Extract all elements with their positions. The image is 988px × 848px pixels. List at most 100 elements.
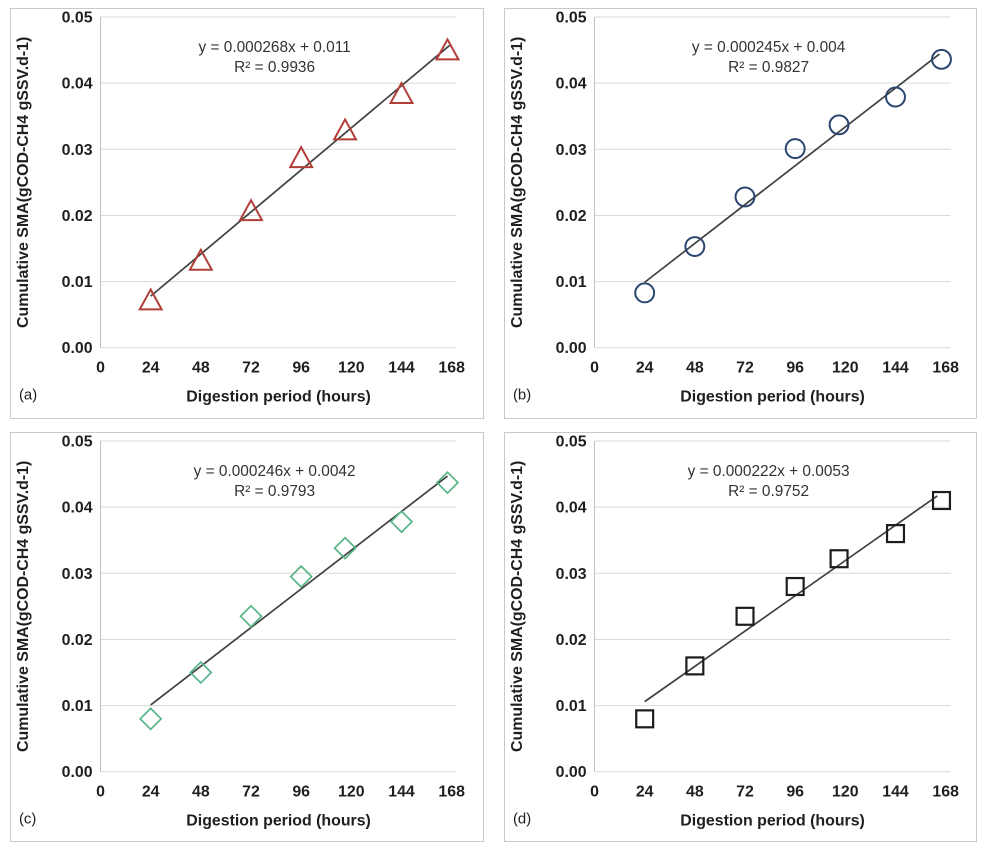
y-axis-title: Cumulative SMA(gCOD-CH4 gSSV.d-1): [15, 460, 32, 751]
y-tick-label: 0.04: [62, 499, 93, 516]
y-tick-label: 0.03: [62, 565, 93, 582]
y-axis-title: Cumulative SMA(gCOD-CH4 gSSV.d-1): [508, 460, 525, 751]
y-tick-label: 0.03: [555, 565, 586, 582]
data-point-marker: [289, 564, 313, 588]
x-tick-label: 24: [142, 360, 160, 377]
x-tick-label: 24: [142, 783, 160, 800]
equation-label: y = 0.000246x + 0.0042: [194, 462, 356, 479]
y-tick-label: 0.00: [62, 764, 93, 781]
x-tick-label: 168: [932, 360, 959, 377]
y-tick-label: 0.05: [62, 433, 93, 450]
x-tick-label: 72: [736, 360, 754, 377]
data-point-marker: [188, 247, 214, 271]
data-point-marker: [633, 282, 655, 304]
x-axis-title: Digestion period (hours): [680, 812, 865, 829]
data-point-marker: [884, 86, 906, 108]
data-point-marker: [734, 606, 755, 626]
r-squared-label: R² = 0.9827: [728, 59, 809, 76]
data-point-marker: [683, 236, 705, 257]
panel-b: 0.00 0.01 0.02 0.03 0.04 0.05 0 24 48 72 96 120 144 1…: [503, 8, 977, 419]
x-tick-label: 0: [590, 360, 599, 377]
data-point-marker: [238, 198, 264, 222]
x-axis-title: Digestion period (hours): [680, 389, 865, 406]
x-tick-label: 96: [292, 360, 310, 377]
x-tick-label: 144: [882, 360, 909, 377]
x-tick-label: 120: [832, 783, 859, 800]
x-tick-label: 72: [736, 783, 754, 800]
y-tick-label: 0.04: [62, 76, 93, 93]
x-tick-label: 48: [686, 360, 704, 377]
y-tick-label: 0.01: [62, 274, 93, 291]
equation-label: y = 0.000268x + 0.011: [198, 39, 350, 56]
data-point-marker: [829, 548, 849, 568]
trendline: [643, 494, 938, 702]
x-tick-label: 120: [338, 360, 365, 377]
data-point-marker: [138, 287, 164, 311]
panel-letter-label: (d): [512, 810, 530, 827]
x-tick-label: 48: [686, 783, 704, 800]
data-point-marker: [388, 81, 415, 105]
y-tick-label: 0.05: [62, 9, 93, 26]
data-point-marker: [333, 535, 357, 560]
x-tick-label: 168: [932, 783, 959, 800]
x-tick-label: 144: [882, 783, 909, 800]
data-point-marker: [931, 490, 951, 510]
equation-label: y = 0.000245x + 0.004: [691, 39, 845, 56]
x-tick-label: 24: [635, 360, 653, 377]
data-point-marker: [930, 48, 952, 70]
panel-letter-label: (a): [19, 387, 37, 404]
y-tick-label: 0.02: [555, 208, 586, 225]
trendline: [643, 53, 940, 283]
data-point-marker: [434, 37, 461, 61]
data-point-marker: [684, 655, 704, 675]
x-tick-label: 0: [96, 783, 105, 800]
x-tick-label: 48: [192, 360, 210, 377]
x-tick-label: 144: [388, 360, 415, 377]
y-tick-label: 0.01: [62, 698, 93, 715]
chart-d: 0.00 0.01 0.02 0.03 0.04 0.05 0 24 48 72 96 120 144 1…: [508, 433, 959, 829]
data-point-marker: [288, 145, 314, 169]
data-point-marker: [634, 708, 654, 728]
data-point-marker: [189, 660, 213, 684]
x-tick-label: 168: [438, 783, 465, 800]
x-tick-label: 96: [786, 360, 804, 377]
y-tick-label: 0.03: [62, 142, 93, 159]
data-point-marker: [139, 706, 163, 730]
y-tick-label: 0.01: [555, 274, 586, 291]
y-tick-label: 0.04: [555, 499, 586, 516]
data-point-marker: [239, 604, 263, 628]
panel-c: 0.00 0.01 0.02 0.03 0.04 0.05 0 24 48 72 96 120 144 1…: [10, 431, 484, 842]
y-axis-title: Cumulative SMA(gCOD-CH4 gSSV.d-1): [508, 37, 525, 328]
x-tick-label: 120: [338, 783, 365, 800]
trendline: [150, 474, 448, 706]
x-tick-label: 72: [242, 360, 260, 377]
panel-letter-label: (b): [512, 387, 530, 404]
y-tick-label: 0.00: [62, 340, 93, 357]
chart-a: 0.00 0.01 0.02 0.03 0.04 0.05 0 24 48 72 96 120 144 1…: [15, 9, 465, 406]
data-point-marker: [435, 470, 460, 494]
data-point-marker: [389, 509, 414, 533]
y-tick-label: 0.04: [555, 76, 586, 93]
x-tick-label: 96: [786, 783, 804, 800]
r-squared-label: R² = 0.9936: [234, 59, 315, 76]
x-tick-label: 24: [635, 783, 653, 800]
y-tick-label: 0.02: [62, 208, 93, 225]
x-tick-label: 120: [832, 360, 859, 377]
y-tick-label: 0.05: [555, 9, 586, 26]
y-tick-label: 0.02: [62, 631, 93, 648]
y-tick-label: 0.03: [555, 142, 586, 159]
y-tick-label: 0.00: [555, 764, 586, 781]
y-tick-label: 0.05: [555, 433, 586, 450]
x-tick-label: 144: [388, 783, 415, 800]
equation-label: y = 0.000222x + 0.0053: [687, 462, 849, 479]
x-tick-label: 96: [292, 783, 310, 800]
chart-b: 0.00 0.01 0.02 0.03 0.04 0.05 0 24 48 72 96 120 144 1…: [508, 9, 959, 406]
data-point-marker: [785, 576, 805, 596]
y-tick-label: 0.02: [555, 631, 586, 648]
panel-letter-label: (c): [19, 810, 36, 827]
x-axis-title: Digestion period (hours): [186, 389, 371, 406]
panel-a: 0.00 0.01 0.02 0.03 0.04 0.05 0 24 48 72 96 120 144 1…: [10, 8, 484, 419]
x-tick-label: 0: [96, 360, 105, 377]
x-axis-title: Digestion period (hours): [186, 812, 371, 829]
x-tick-label: 0: [590, 783, 599, 800]
